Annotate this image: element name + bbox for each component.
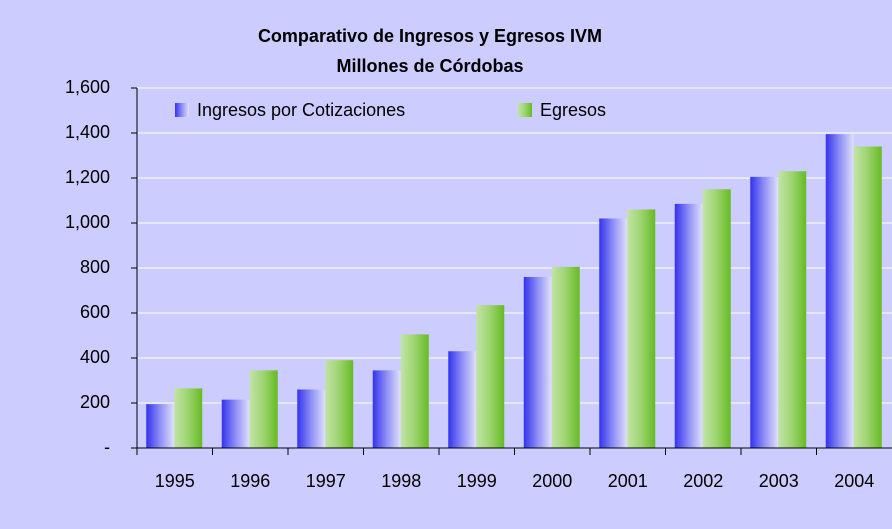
- x-tick-label: 2001: [608, 471, 648, 491]
- y-tick-label: 400: [80, 347, 110, 367]
- x-tick-label: 2000: [532, 471, 572, 491]
- bar: [750, 176, 779, 448]
- bar: [674, 203, 703, 448]
- bar: [476, 305, 505, 448]
- y-tick-label: 200: [80, 392, 110, 412]
- bar: [174, 388, 203, 448]
- x-tick-label: 1996: [230, 471, 270, 491]
- x-tick-label: 1999: [457, 471, 497, 491]
- bar: [702, 189, 731, 448]
- chart-subtitle: Millones de Córdobas: [336, 56, 523, 76]
- legend-marker: [518, 103, 532, 117]
- x-tick-label: 1995: [155, 471, 195, 491]
- bar: [551, 266, 580, 448]
- y-tick-label: 1,400: [65, 122, 110, 142]
- bar: [853, 146, 882, 448]
- y-tick-label: 1,600: [65, 77, 110, 97]
- y-tick-label: 600: [80, 302, 110, 322]
- bar: [372, 370, 401, 448]
- legend-label: Ingresos por Cotizaciones: [197, 100, 405, 120]
- bar: [297, 389, 326, 448]
- x-tick-label: 2004: [834, 471, 874, 491]
- legend-label: Egresos: [540, 100, 606, 120]
- y-tick-label: -: [104, 437, 110, 457]
- bar: [778, 171, 807, 448]
- x-tick-label: 1997: [306, 471, 346, 491]
- chart-title: Comparativo de Ingresos y Egresos IVM: [258, 26, 602, 46]
- bar: [627, 209, 656, 448]
- x-tick-label: 2003: [759, 471, 799, 491]
- bar: [325, 360, 354, 448]
- y-tick-label: 800: [80, 257, 110, 277]
- bar: [599, 218, 628, 448]
- bar: [146, 404, 175, 448]
- y-tick-label: 1,200: [65, 167, 110, 187]
- legend-marker: [175, 103, 189, 117]
- bar: [825, 134, 854, 448]
- x-tick-label: 1998: [381, 471, 421, 491]
- bar: [523, 277, 552, 448]
- y-tick-label: 1,000: [65, 212, 110, 232]
- bar: [448, 351, 477, 448]
- bar: [400, 334, 429, 448]
- bar: [221, 399, 250, 448]
- x-tick-label: 2002: [683, 471, 723, 491]
- bar: [249, 370, 278, 448]
